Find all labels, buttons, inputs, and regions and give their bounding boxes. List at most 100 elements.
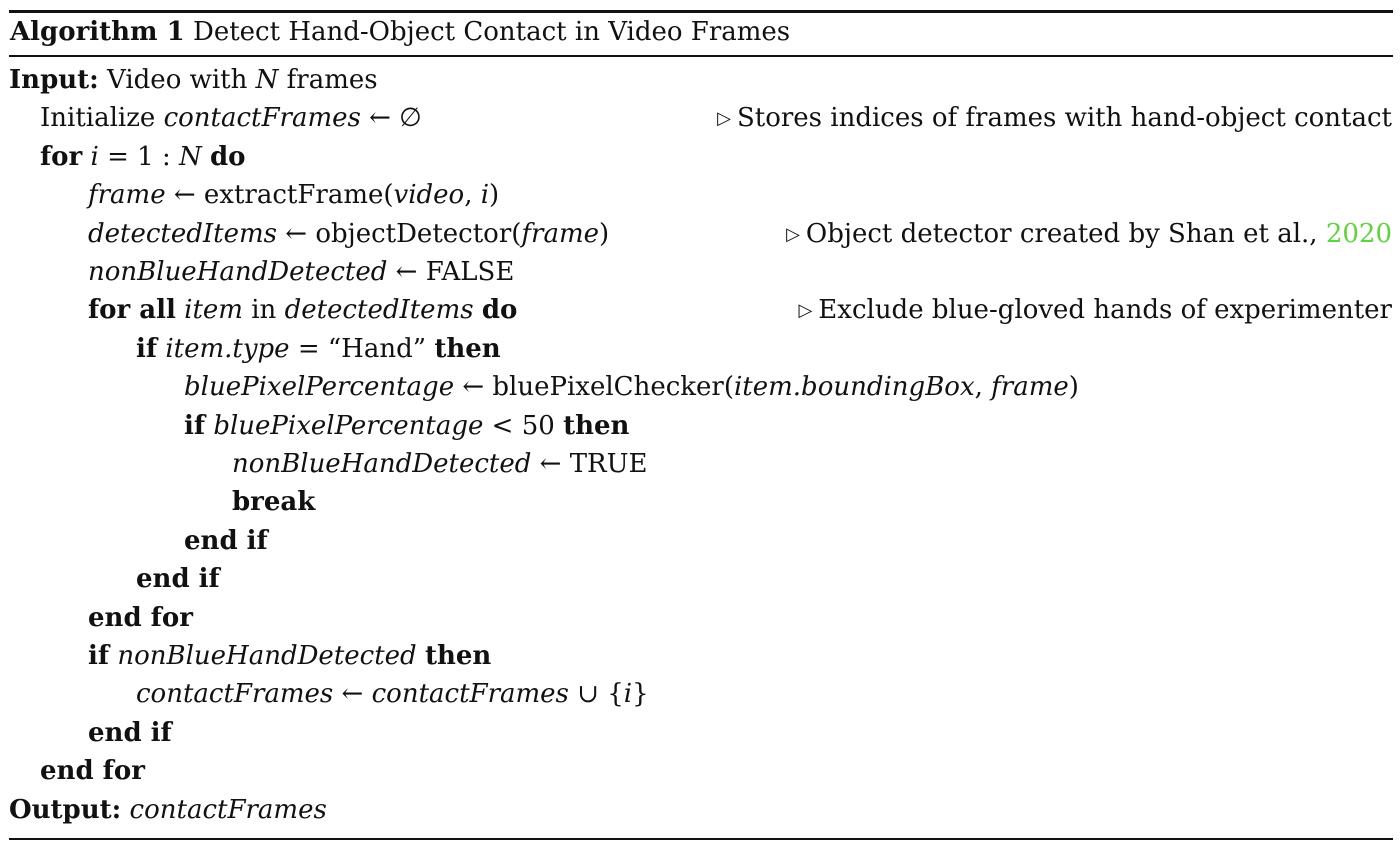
variable: nonBlueHandDetected: [232, 449, 532, 479]
algorithm-line: end for: [0, 753, 1392, 789]
keyword: then: [563, 410, 630, 441]
keyword: do: [210, 141, 246, 172]
line-content: contactFrames ← contactFrames ∪ {i}: [136, 676, 649, 712]
algorithm-line: end for: [0, 600, 1392, 636]
text-run: ,: [974, 372, 992, 403]
text-run: Video with: [98, 65, 256, 95]
variable: contactFrames: [163, 103, 361, 134]
variable: item.boundingBox: [733, 372, 975, 403]
variable: frame: [88, 180, 166, 211]
algorithm-line: end if: [0, 523, 1392, 559]
algorithm-line: end if: [0, 561, 1392, 597]
keyword: end if: [136, 564, 220, 595]
algorithm-line: Initialize contactFrames ← ∅ ▷ Stores indi…: [0, 100, 1392, 136]
keyword: if: [184, 410, 206, 441]
text-run: = 1 :: [98, 141, 179, 172]
text-run: Object detector created by Shan et al.,: [805, 218, 1326, 249]
variable: bluePixelPercentage: [213, 410, 484, 441]
comment-triangle-icon: ▷: [717, 108, 731, 130]
algorithm-line: if item.type = “Hand” then: [0, 331, 1392, 367]
line-content: break: [232, 484, 315, 520]
text-run: = “Hand”: [289, 333, 435, 364]
algorithm-title: Detect Hand-Object Contact in Video Fram…: [192, 17, 791, 47]
variable: frame: [991, 372, 1069, 403]
algorithm-caption: Algorithm 1 Detect Hand-Object Contact i…: [10, 17, 790, 47]
line-content: end if: [184, 523, 268, 559]
line-content: Input: Video with N frames: [9, 62, 378, 98]
keyword: Output:: [9, 794, 122, 825]
variable: item: [184, 295, 243, 326]
keyword: end if: [88, 717, 172, 748]
line-content: if nonBlueHandDetected then: [88, 638, 491, 674]
variable: video: [393, 180, 465, 211]
keyword: end for: [88, 602, 193, 633]
variable: nonBlueHandDetected: [88, 257, 388, 287]
algorithm-line: bluePixelPercentage ← bluePixelChecker(i…: [0, 369, 1392, 405]
text-run: in: [242, 295, 285, 326]
comment-triangle-icon: ▷: [798, 300, 813, 322]
line-content: end if: [88, 715, 172, 751]
text-run: ← FALSE: [387, 257, 515, 287]
keyword: break: [232, 487, 316, 518]
keyword: end if: [184, 525, 268, 556]
algorithm-line: Output: contactFrames: [0, 792, 1392, 828]
text-run: [82, 142, 90, 172]
keyword: Input:: [9, 65, 99, 95]
line-content: end for: [40, 753, 145, 789]
variable: frame: [521, 218, 599, 249]
text-run: Stores indices of frames with hand-objec…: [736, 103, 1392, 134]
line-content: detectedItems ← objectDetector(frame): [88, 216, 609, 252]
text-run: ← extractFrame(: [165, 180, 394, 211]
line-content: for i = 1 : N do: [40, 139, 246, 175]
text-run: }: [632, 679, 649, 710]
keyword: then: [424, 641, 492, 671]
variable: detectedItems: [88, 218, 278, 249]
algorithm-line: contactFrames ← contactFrames ∪ {i}: [0, 676, 1392, 712]
line-comment: ▷ Object detector created by Shan et al.,…: [786, 216, 1392, 255]
variable: contactFrames: [136, 679, 334, 710]
line-content: frame ← extractFrame(video, i): [88, 177, 499, 213]
algorithm-line: end if: [0, 715, 1392, 751]
variable: bluePixelPercentage: [184, 372, 455, 403]
line-content: for all item in detectedItems do: [88, 292, 517, 328]
text-run: ): [598, 218, 610, 249]
text-run: ): [1068, 372, 1079, 403]
line-content: Output: contactFrames: [9, 792, 327, 828]
text-run: Initialize: [40, 103, 164, 134]
text-run: Exclude blue-gloved hands of experimente…: [818, 295, 1392, 326]
variable: contactFrames: [371, 679, 569, 710]
algorithm-line: for all item in detectedItems do ▷ Exclude…: [0, 292, 1392, 328]
text-run: [474, 295, 482, 325]
algorithm-line: Input: Video with N frames: [0, 62, 1392, 98]
line-comment: ▷ Stores indices of frames with hand-obje…: [717, 100, 1392, 139]
top-rule: [9, 10, 1393, 13]
text-run: < 50: [483, 410, 564, 441]
keyword: then: [434, 333, 501, 364]
algorithm-line: if nonBlueHandDetected then: [0, 638, 1392, 674]
algorithm-line: break: [0, 484, 1392, 520]
algorithm-line: if bluePixelPercentage < 50 then: [0, 408, 1392, 444]
keyword: for all: [88, 295, 176, 326]
variable: N: [255, 65, 279, 95]
line-content: nonBlueHandDetected ← FALSE: [88, 254, 514, 290]
variable: nonBlueHandDetected: [117, 641, 417, 671]
text-run: ←: [333, 679, 372, 710]
algorithm-line: nonBlueHandDetected ← FALSE: [0, 254, 1392, 290]
variable: i: [90, 141, 99, 172]
text-run: ← TRUE: [531, 449, 648, 479]
text-run: ← ∅: [360, 103, 422, 134]
algorithm-line: detectedItems ← objectDetector(frame) ▷ Ob…: [0, 216, 1392, 252]
line-content: end if: [136, 561, 220, 597]
text-run: ← objectDetector(: [277, 218, 522, 249]
keyword: if: [136, 333, 158, 364]
text-run: ,: [464, 180, 481, 211]
caption-rule: [9, 55, 1393, 57]
text-run: [121, 795, 129, 825]
text-run: [176, 295, 184, 325]
keyword: if: [88, 641, 110, 671]
text-run: ): [489, 180, 500, 211]
line-content: end for: [88, 600, 193, 636]
citation-link[interactable]: 2020: [1325, 218, 1392, 249]
line-content: bluePixelPercentage ← bluePixelChecker(i…: [184, 369, 1079, 405]
variable: i: [623, 679, 633, 710]
